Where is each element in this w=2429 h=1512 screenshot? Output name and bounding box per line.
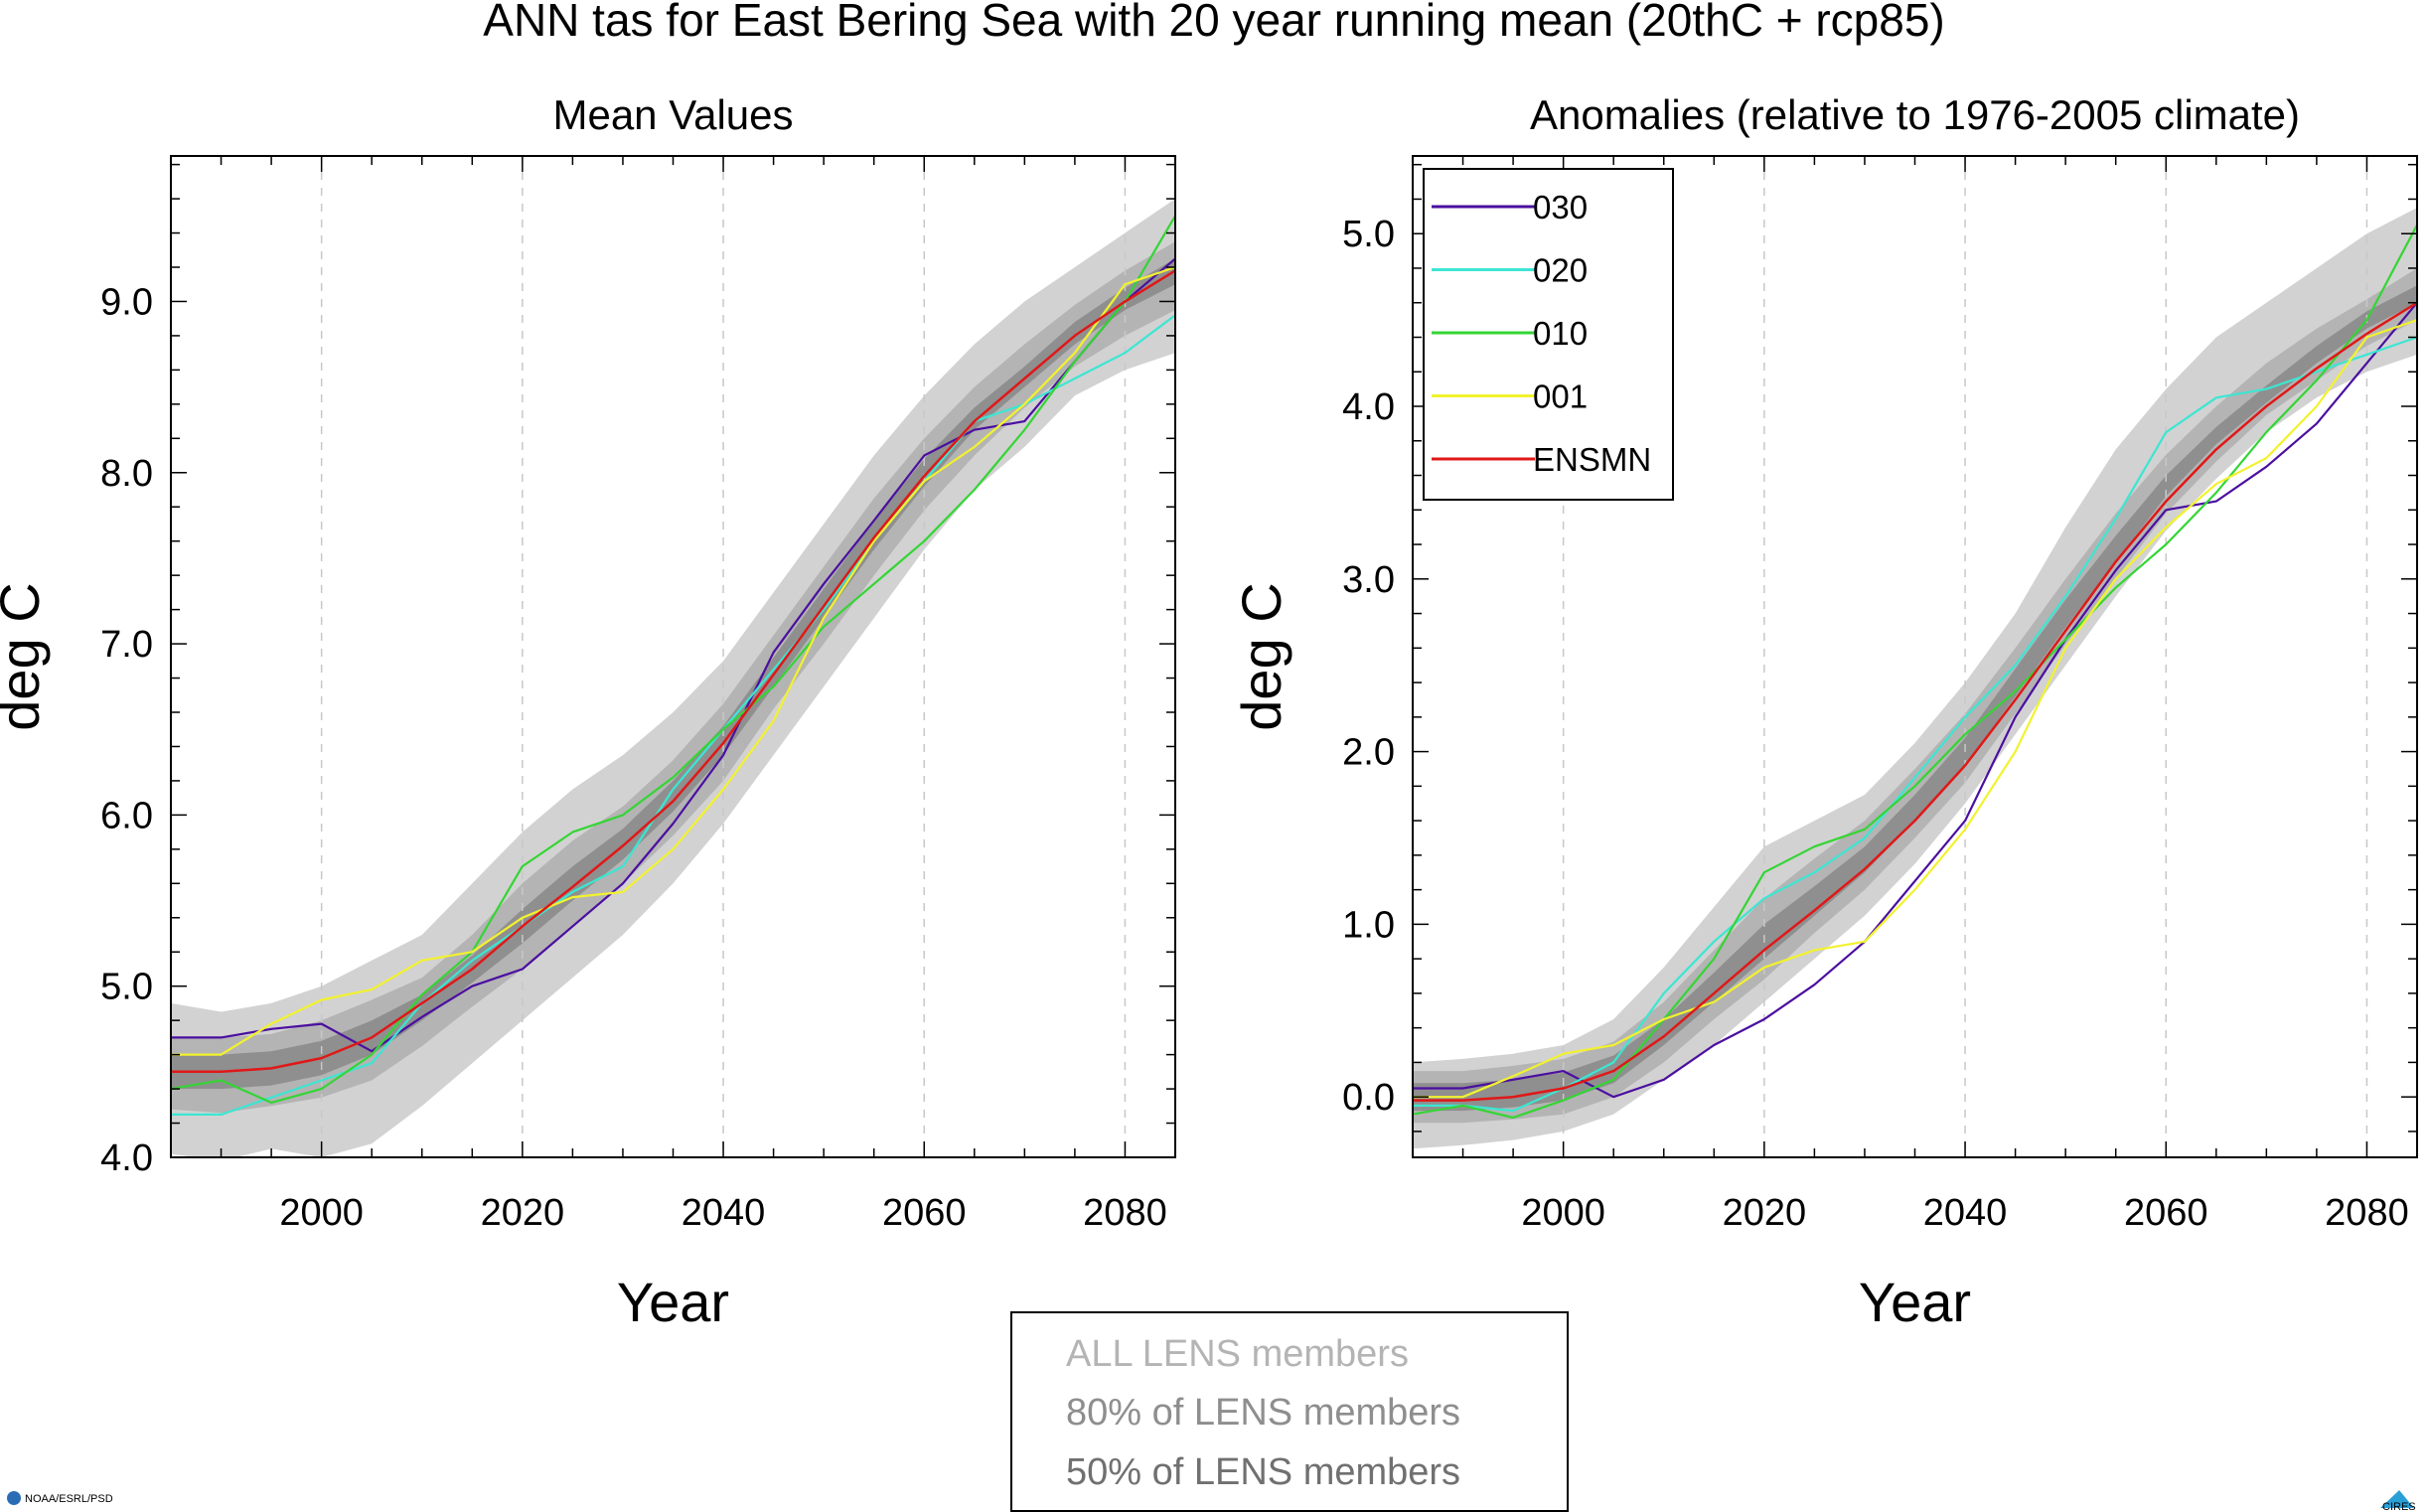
credit-left: NOAA/ESRL/PSD [25, 1493, 113, 1505]
y-tick-label: 0.0 [1342, 1077, 1395, 1119]
series-line-020 [171, 314, 1175, 1117]
x-tick-label: 2040 [682, 1192, 766, 1234]
band-50-percent [171, 258, 1175, 1090]
legend-label-010: 010 [1533, 315, 1588, 352]
panel-mean-values: 2000 2020 2040 2060 2080 4.0 5.0 6.0 7.0 8.0 9.0 Me… [0, 91, 1176, 1333]
band-legend-50: 50% of LENS members [1066, 1451, 1460, 1493]
panel-anomalies: 2000 2020 2040 2060 2080 0.0 1.0 2.0 3.0 4.0 5.0 An… [1230, 91, 2418, 1333]
y-tick-label: 5.0 [100, 967, 153, 1008]
figure-title: ANN tas for East Bering Sea with 20 year… [483, 0, 1944, 46]
credit-right: CIRES [2382, 1501, 2416, 1512]
x-tick-label: 2020 [1723, 1192, 1807, 1234]
y-tick-label: 6.0 [100, 795, 153, 836]
y-tick-label: 2.0 [1342, 732, 1395, 774]
series-line-010 [1413, 224, 2417, 1120]
x-tick-label: 2000 [279, 1192, 364, 1234]
panel-title: Anomalies (relative to 1976-2005 climate… [1530, 91, 2300, 138]
y-tick-label: 9.0 [100, 281, 153, 323]
y-tick-label: 7.0 [100, 624, 153, 666]
cires-mountain-icon [2380, 1490, 2414, 1508]
y-axis-label: deg C [1230, 582, 1292, 730]
cires-logo: CIRES [2380, 1490, 2416, 1512]
series-line-001 [1413, 319, 2417, 1099]
series-legend: 030 020 010 001 ENSMN [1423, 168, 1674, 501]
series-line-010 [171, 215, 1175, 1105]
series-line-020 [1413, 336, 2417, 1113]
legend-label-020: 020 [1533, 252, 1588, 289]
legend-label-001: 001 [1533, 378, 1588, 415]
x-tick-label: 2040 [1923, 1192, 2008, 1234]
x-tick-label: 2060 [882, 1192, 967, 1234]
x-axis-label: Year [1859, 1271, 1971, 1333]
band-all-members [171, 199, 1175, 1157]
y-axis-label: deg C [0, 582, 51, 730]
plot-area [1413, 156, 2417, 1157]
x-tick-label: 2080 [1083, 1192, 1167, 1234]
y-tick-label: 3.0 [1342, 559, 1395, 601]
y-tick-label: 8.0 [100, 453, 153, 495]
noaa-seal-icon [7, 1491, 21, 1505]
series-line-ensmn [171, 269, 1175, 1074]
y-tick-label: 5.0 [1342, 214, 1395, 255]
band-legend-80: 80% of LENS members [1066, 1392, 1460, 1434]
x-tick-label: 2000 [1521, 1192, 1605, 1234]
y-tick-label: 4.0 [100, 1137, 153, 1179]
plot-area [171, 156, 1175, 1157]
series-line-001 [171, 265, 1175, 1056]
legend-label-ensmn: ENSMN [1533, 441, 1651, 478]
legend-label-030: 030 [1533, 189, 1588, 226]
noaa-logo: NOAA/ESRL/PSD [7, 1491, 113, 1505]
x-tick-label: 2020 [481, 1192, 565, 1234]
band-legend-frame [1010, 1311, 1569, 1512]
panel-title: Mean Values [552, 91, 793, 138]
series-line-ensmn [1413, 301, 2417, 1102]
y-tick-label: 1.0 [1342, 904, 1395, 946]
band-legend-all: ALL LENS members [1066, 1333, 1409, 1375]
x-tick-label: 2080 [2325, 1192, 2409, 1234]
x-axis-label: Year [617, 1271, 729, 1333]
band-legend: ALL LENS members 80% of LENS members 50%… [1010, 1311, 1569, 1512]
x-tick-label: 2060 [2124, 1192, 2208, 1234]
y-tick-label: 4.0 [1342, 386, 1395, 428]
series-line-030 [171, 257, 1175, 1053]
